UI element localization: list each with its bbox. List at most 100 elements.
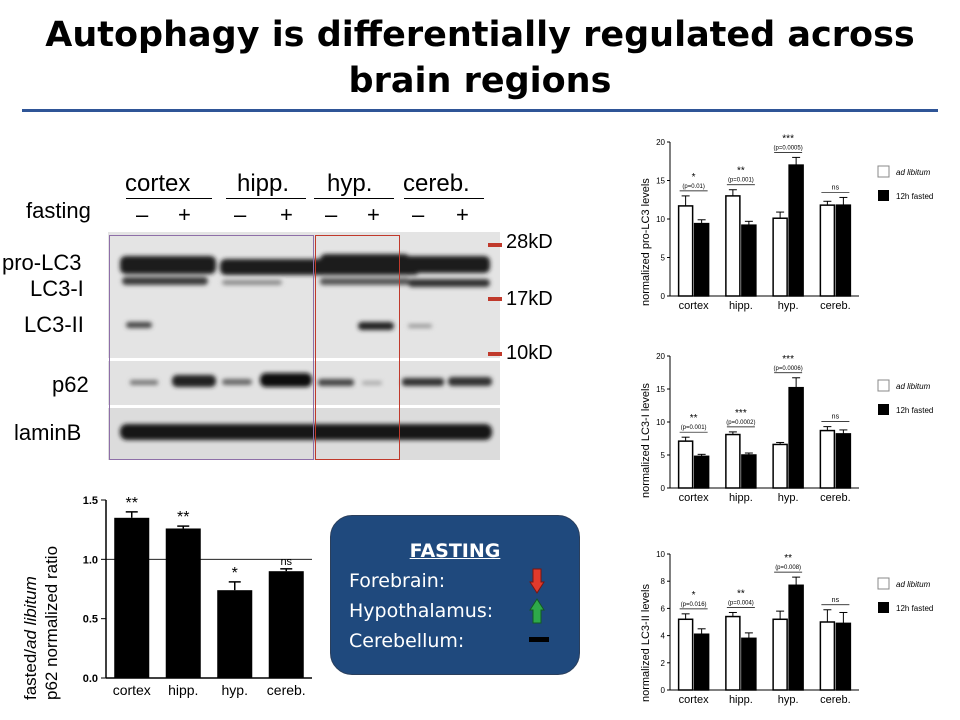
lane-sign: – [234, 202, 247, 227]
lane-sign: – [136, 202, 149, 227]
prolc3-bar [835, 204, 852, 297]
lc3i-x-tick-label: hipp. [729, 492, 753, 504]
p62-bar [114, 517, 150, 678]
lc3i-pvalue: (p=0.001) [681, 425, 707, 431]
lane-sign: + [456, 202, 469, 227]
lc3i-ylabel: normalized LC3-I levels [640, 383, 652, 498]
lane-sign: – [412, 202, 425, 227]
prolc3-x-tick-label: cereb. [820, 300, 851, 312]
up-arrow-icon [529, 598, 545, 624]
prolc3-x-tick-label: hipp. [729, 300, 753, 312]
band-lc3-i [222, 280, 282, 285]
prolc3-legend-swatch-ad-libitum [877, 165, 890, 178]
prolc3-y-tick-label: 5 [661, 254, 666, 263]
fasting-row-label: fasting [26, 198, 91, 223]
lc3ii-pvalue: (p=0.008) [775, 565, 801, 571]
lc3i-bar [772, 443, 788, 489]
region-label-cortex: cortex [125, 170, 191, 197]
p62-y-tick-label: 1.5 [83, 495, 98, 507]
region-label-hipp: hipp. [237, 170, 290, 197]
p62-ylabel-fasted: fasted/ [21, 648, 40, 700]
band-p62 [130, 380, 158, 385]
p62-ylabel-ad-libitum: ad libitum [21, 576, 40, 649]
p62-y-tick-label: 1.0 [83, 554, 98, 566]
band-p62 [448, 377, 492, 386]
region-underline [126, 198, 212, 199]
slide-title-line1: Autophagy is differentially regulated ac… [45, 15, 915, 55]
band-p62 [172, 375, 216, 387]
lc3ii-bar [788, 584, 804, 691]
dash-icon [529, 637, 549, 642]
prolc3-pvalue: (p=0.001) [728, 178, 754, 184]
lc3i-y-tick-label: 15 [656, 385, 665, 394]
lc3ii-pvalue: (p=0.016) [681, 602, 707, 608]
band-lc3-ii [408, 324, 432, 328]
prolc3-bar [677, 205, 694, 297]
region-underline [314, 198, 394, 199]
band-label-pro-lc3: pro-LC3 [2, 250, 82, 275]
lc3ii-significance: ** [737, 588, 745, 599]
lc3ii-bar [819, 621, 836, 691]
blot-membrane-lc3 [108, 232, 500, 358]
lc3i-significance: *** [782, 354, 794, 365]
prolc3-bar [693, 222, 710, 297]
prolc3-bar [819, 204, 836, 297]
prolc3-x-tick-label: hyp. [778, 300, 799, 312]
lc3i-bar [693, 455, 710, 489]
marker-label-17kd: 17kD [506, 288, 553, 310]
lc3ii-bar [677, 618, 694, 691]
band-lc3-i [122, 277, 208, 285]
p62-significance: ns [280, 556, 292, 568]
band-lc3-ii [126, 322, 152, 328]
lc3ii-x-tick-label: hyp. [778, 694, 799, 706]
lc3ii-pvalue: (p=0.004) [728, 600, 754, 606]
band-p62 [362, 381, 382, 385]
highlight-box-hypothalamus [315, 235, 400, 460]
prolc3-legend-fasted: 12h fasted [896, 192, 933, 201]
lc3i-significance: *** [735, 408, 747, 419]
marker-label-10kd: 10kD [506, 342, 553, 364]
lc3ii-bar [693, 633, 710, 691]
region-label-cereb: cereb. [403, 170, 470, 197]
lc3ii-x-tick-label: cortex [679, 694, 709, 706]
marker-label-28kd: 28kD [506, 231, 553, 253]
lc3i-legend-swatch-fasted [878, 404, 889, 415]
lc3i-bar [835, 433, 852, 489]
lc3ii-x-tick-label: cereb. [820, 694, 851, 706]
lc3i-chart-svg: 05101520(p=0.001)**cortex(p=0.0002)***hi… [656, 352, 933, 504]
lc3i-x-tick-label: cereb. [820, 492, 851, 504]
lc3ii-bar [741, 637, 757, 691]
lc3ii-y-tick-label: 2 [661, 659, 666, 668]
p62-x-tick-label: cortex [113, 682, 151, 698]
lc3ii-significance: ns [832, 597, 840, 604]
lc3i-legend-ad-libitum: ad libitum [896, 382, 931, 391]
highlight-box-forebrain [109, 235, 314, 460]
fasting-row-hypothalamus: Hypothalamus: [349, 600, 494, 622]
prolc3-legend-swatch-fasted [878, 190, 889, 201]
band-pro-lc3 [400, 256, 490, 273]
lc3i-y-tick-label: 0 [661, 484, 666, 493]
region-underline [404, 198, 484, 199]
lc3i-bar [725, 433, 741, 489]
lc3ii-ylabel: normalized LC3-II levels [640, 584, 652, 702]
prolc3-ylabel: normalized pro-LC3 levels [640, 178, 652, 306]
prolc3-bar [725, 195, 741, 297]
fasting-summary-box: FASTING Forebrain: Hypothalamus: Cerebel… [330, 515, 580, 675]
prolc3-bar [788, 164, 804, 297]
lc3i-y-tick-label: 20 [656, 352, 665, 361]
marker-tick [488, 352, 502, 356]
p62-significance: ** [177, 509, 189, 526]
fasting-row-cerebellum: Cerebellum: [349, 630, 465, 652]
p62-bar [165, 528, 201, 678]
lc3ii-legend-fasted: 12h fasted [896, 604, 933, 613]
band-label-lc3-ii: LC3-II [24, 312, 84, 337]
prolc3-pvalue: (p=0.01) [682, 184, 705, 190]
lc3i-y-tick-label: 10 [656, 418, 665, 427]
lc3ii-y-tick-label: 0 [661, 686, 666, 695]
lc3i-bar [677, 440, 694, 489]
lc3ii-bar [835, 622, 852, 691]
p62-x-tick-label: cereb. [267, 682, 306, 698]
region-label-hyp: hyp. [327, 170, 373, 197]
lane-sign: + [280, 202, 293, 227]
lc3i-legend-swatch-ad-libitum [877, 379, 890, 392]
